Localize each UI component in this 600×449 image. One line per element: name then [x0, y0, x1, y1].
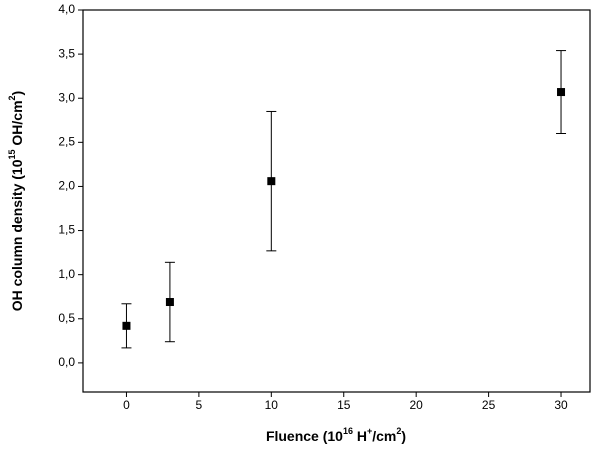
- label-part: 15: [7, 149, 17, 159]
- label-part: /cm: [372, 428, 396, 444]
- y-tick-label: 1,5: [58, 223, 75, 237]
- x-tick-label: 20: [409, 398, 423, 412]
- x-tick-label: 30: [554, 398, 568, 412]
- label-part: Fluence (10: [266, 428, 343, 444]
- x-tick-label: 15: [337, 398, 351, 412]
- label-part: 2: [396, 426, 401, 436]
- label-part: 16: [343, 426, 353, 436]
- x-tick-label: 0: [123, 398, 130, 412]
- label-part: ): [9, 91, 25, 96]
- y-tick-label: 0,5: [58, 311, 75, 325]
- x-tick-label: 25: [482, 398, 496, 412]
- y-tick-label: 2,0: [58, 179, 75, 193]
- label-part: OH/cm: [9, 100, 25, 149]
- label-part: H: [353, 428, 367, 444]
- plot-frame: [82, 9, 591, 393]
- y-axis-label: OH column density (1015 OH/cm2): [7, 91, 24, 311]
- y-tick-label: 0,0: [58, 355, 75, 369]
- point: [557, 88, 566, 97]
- label-part: OH column density (10: [9, 159, 25, 311]
- point: [267, 177, 276, 186]
- label-part: ): [401, 428, 406, 444]
- label-part: 2: [7, 95, 17, 100]
- y-tick-label: 3,0: [58, 90, 75, 104]
- y-tick-label: 2,5: [58, 135, 75, 149]
- y-tick-label: 4,0: [58, 2, 75, 16]
- y-tick-label: 3,5: [58, 46, 75, 60]
- x-axis-label: Fluence (1016 H+/cm2): [266, 426, 406, 443]
- label-part: +: [367, 426, 372, 436]
- x-tick-label: 5: [196, 398, 203, 412]
- x-tick-label: 10: [265, 398, 279, 412]
- point: [165, 298, 174, 307]
- y-tick-label: 1,0: [58, 267, 75, 281]
- point: [122, 321, 131, 330]
